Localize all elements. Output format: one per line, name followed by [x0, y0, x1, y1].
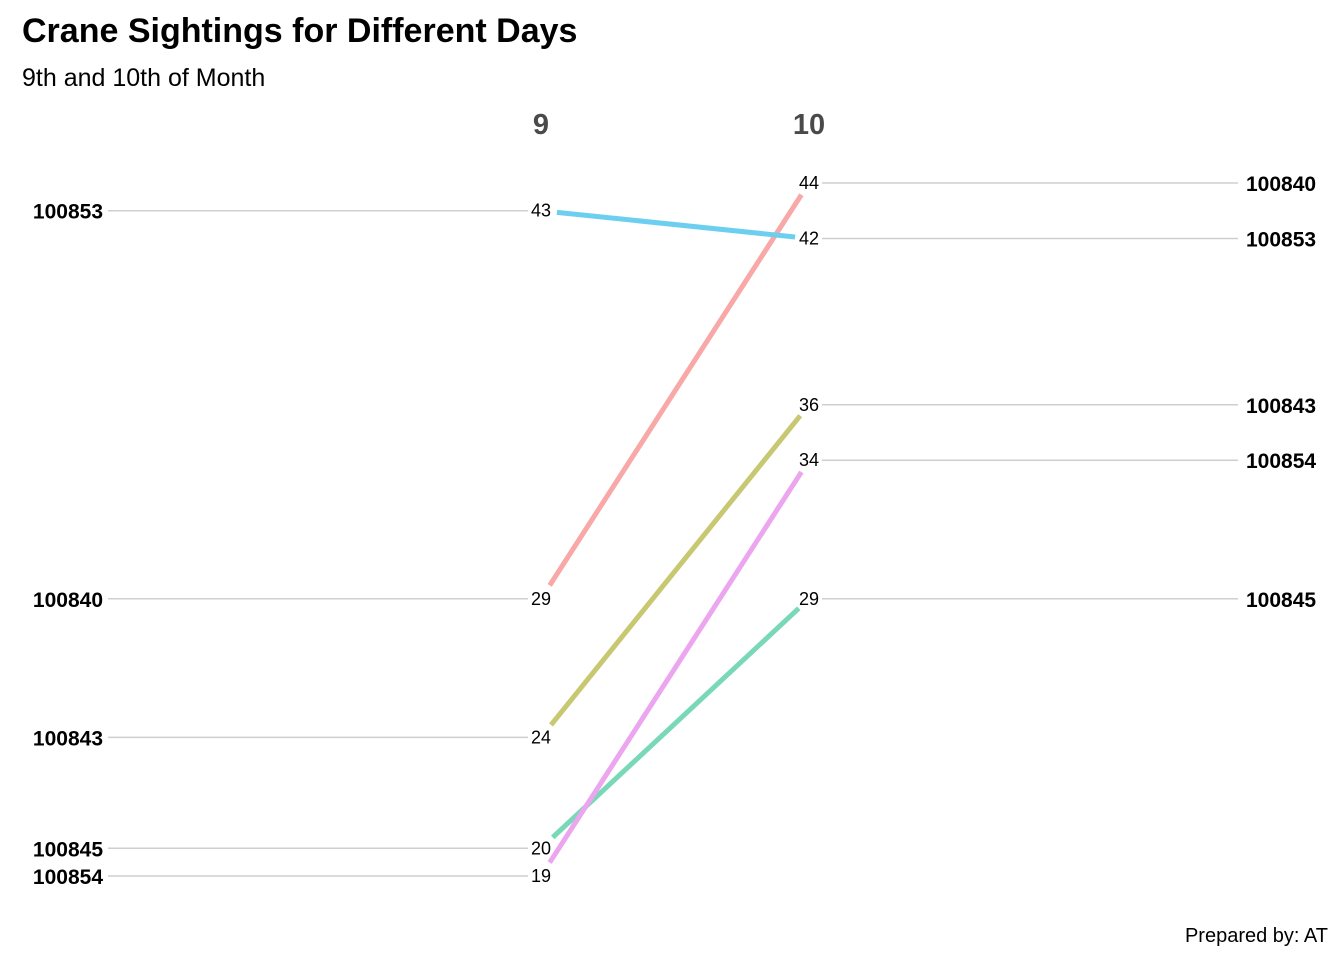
series-label-right-100845: 100845 — [1246, 589, 1316, 612]
value-label-left-100843: 24 — [531, 727, 551, 747]
series-label-right-100853: 100853 — [1246, 228, 1316, 251]
slope-line-100845 — [551, 606, 801, 840]
value-label-right-100853: 42 — [799, 228, 819, 248]
series-label-left-100845: 100845 — [33, 838, 103, 861]
value-label-left-100840: 29 — [531, 589, 551, 609]
chart-subtitle: 9th and 10th of Month — [22, 64, 265, 92]
chart-caption: Prepared by: AT — [1185, 925, 1328, 947]
series-label-left-100840: 100840 — [33, 589, 103, 612]
slope-line-100853 — [556, 209, 796, 240]
chart-title: Crane Sightings for Different Days — [22, 12, 577, 50]
value-labels: 29 44 100840 100840 24 36 100843 100843 20 29 1008… — [33, 173, 1316, 889]
day-label-right: 10 — [793, 109, 825, 141]
value-label-left-100853: 43 — [531, 201, 551, 221]
value-label-left-100845: 20 — [531, 838, 551, 858]
value-label-right-100840: 44 — [799, 173, 819, 193]
guide-lines — [108, 182, 1238, 877]
series-label-left-100854: 100854 — [33, 866, 103, 889]
series-label-right-100854: 100854 — [1246, 450, 1316, 473]
slope-lines — [547, 193, 804, 864]
value-label-right-100845: 29 — [799, 589, 819, 609]
series-label-right-100843: 100843 — [1246, 395, 1316, 418]
value-label-right-100843: 36 — [799, 395, 819, 415]
day-label-left: 9 — [533, 109, 549, 141]
slope-line-100843 — [549, 414, 803, 727]
value-label-right-100854: 34 — [799, 450, 819, 470]
series-label-right-100840: 100840 — [1246, 173, 1316, 196]
slope-line-100840 — [547, 193, 804, 587]
series-label-left-100843: 100843 — [33, 727, 103, 750]
series-label-left-100853: 100853 — [33, 201, 103, 224]
value-label-left-100854: 19 — [531, 866, 551, 886]
slope-line-100854 — [547, 470, 804, 864]
